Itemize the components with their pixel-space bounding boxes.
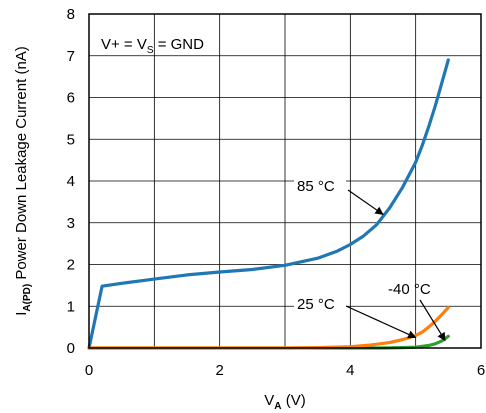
y-tick-label: 0 <box>67 340 75 357</box>
x-tick-label: 6 <box>477 362 485 379</box>
y-tick-label: 3 <box>67 215 75 232</box>
x-tick-label: 2 <box>215 362 223 379</box>
series-line-0 <box>87 58 450 350</box>
label-85c: 85 °C <box>297 178 335 195</box>
y-tick-label: 5 <box>67 131 75 148</box>
arrow-minus40c <box>419 299 446 342</box>
condition-label: V+ = VS = GND <box>101 36 204 56</box>
y-axis-label: IA(PD) Power Down Leakage Current (nA) <box>13 46 33 316</box>
arrow-25c <box>345 305 417 339</box>
y-tick-label: 7 <box>67 48 75 65</box>
x-axis-label: VA (V) <box>264 392 305 412</box>
tick-labels: 0 1 2 3 4 5 6 7 8 0 2 4 6 <box>67 6 486 379</box>
arrow-85c <box>347 189 384 215</box>
x-tick-label: 4 <box>346 362 354 379</box>
grid <box>89 14 481 348</box>
label-minus40c: -40 °C <box>388 281 431 298</box>
x-tick-label: 0 <box>85 362 93 379</box>
y-tick-label: 1 <box>67 298 75 315</box>
series-lines <box>87 58 450 350</box>
label-25c: 25 °C <box>297 296 335 313</box>
y-tick-label: 2 <box>67 257 75 274</box>
y-tick-label: 6 <box>67 90 75 107</box>
y-tick-label: 4 <box>67 173 75 190</box>
plot-frame <box>88 13 482 349</box>
annotations: 85 °C 25 °C -40 °C <box>294 176 446 342</box>
y-tick-label: 8 <box>67 6 75 23</box>
